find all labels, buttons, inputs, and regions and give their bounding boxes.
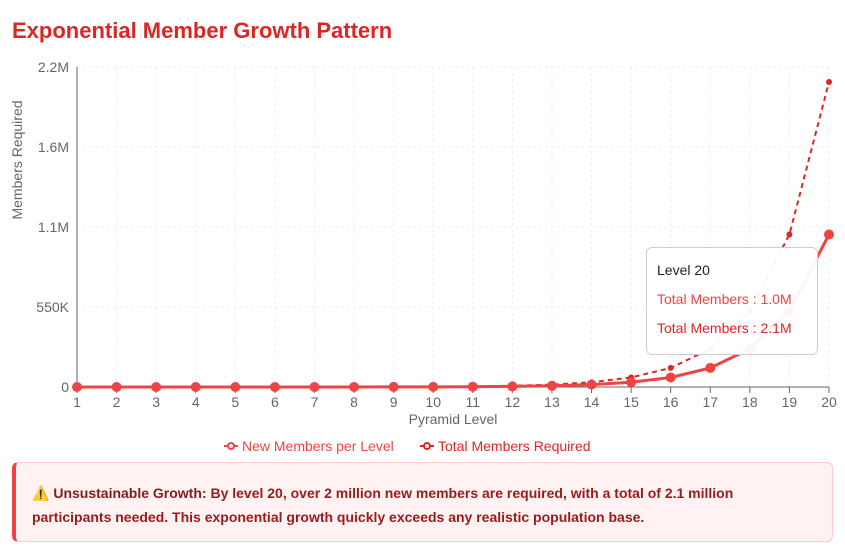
x-tick-label: 3 [152, 394, 160, 410]
tooltip-line-new: Total Members : 1.0M [657, 291, 792, 307]
x-tick-label: 6 [271, 394, 279, 410]
data-point [824, 229, 834, 240]
data-point [705, 362, 716, 373]
x-tick-label: 9 [390, 394, 398, 410]
data-point [111, 381, 122, 392]
data-point [269, 381, 280, 392]
alert-heading: Unsustainable Growth: [53, 485, 207, 501]
x-tick-label: 17 [702, 394, 718, 410]
x-tick-label: 4 [192, 394, 200, 410]
x-tick-label: 18 [742, 394, 758, 410]
x-tick-label: 2 [113, 394, 121, 410]
data-point [665, 372, 676, 383]
data-point [667, 364, 674, 371]
chart-title: Exponential Member Growth Pattern [12, 18, 393, 43]
tooltip-title: Level 20 [657, 262, 710, 278]
x-axis-label: Pyramid Level [409, 411, 498, 427]
x-tick-label: 7 [311, 394, 319, 410]
y-tick-label: 1.6M [38, 139, 69, 155]
x-tick-label: 20 [821, 394, 837, 410]
y-tick-label: 550K [36, 299, 69, 315]
legend-label: New Members per Level [242, 438, 394, 454]
warning-alert: ⚠️ Unsustainable Growth: By level 20, ov… [12, 462, 833, 542]
data-point [626, 377, 637, 388]
y-tick-label: 2.2M [38, 59, 69, 75]
x-tick-label: 12 [505, 394, 521, 410]
x-tick-label: 5 [231, 394, 239, 410]
data-point [786, 231, 793, 238]
alert-text: By level 20, over 2 million new members … [32, 485, 734, 525]
x-tick-label: 19 [782, 394, 798, 410]
data-point [230, 381, 241, 392]
legend-icon-marker [423, 442, 431, 450]
data-point [586, 379, 597, 390]
tooltip-line-total: Total Members : 2.1M [657, 320, 792, 336]
data-point [151, 381, 162, 392]
x-tick-label: 8 [350, 394, 358, 410]
y-tick-label: 1.1M [38, 219, 69, 235]
x-tick-label: 14 [584, 394, 600, 410]
data-point [349, 381, 360, 392]
data-point [467, 381, 478, 392]
y-tick-label: 0 [61, 379, 69, 395]
legend-label: Total Members Required [438, 438, 591, 454]
data-point [72, 381, 82, 392]
data-point [309, 381, 320, 392]
series-line [76, 233, 831, 389]
x-tick-label: 1 [73, 394, 81, 410]
data-point [507, 381, 518, 392]
data-point [428, 381, 439, 392]
x-tick-label: 16 [663, 394, 679, 410]
data-point [190, 381, 201, 392]
data-point [546, 380, 557, 391]
tooltip: Level 20 Total Members : 1.0M Total Memb… [646, 247, 818, 355]
legend-icon-marker [227, 442, 235, 450]
y-axis-label: Members Required [9, 100, 25, 219]
x-tick-label: 10 [425, 394, 441, 410]
data-point [826, 78, 832, 85]
x-tick-label: 13 [544, 394, 560, 410]
x-tick-label: 15 [623, 394, 639, 410]
warning-icon: ⚠️ [32, 485, 50, 501]
data-point [388, 381, 399, 392]
x-tick-label: 11 [466, 394, 481, 410]
